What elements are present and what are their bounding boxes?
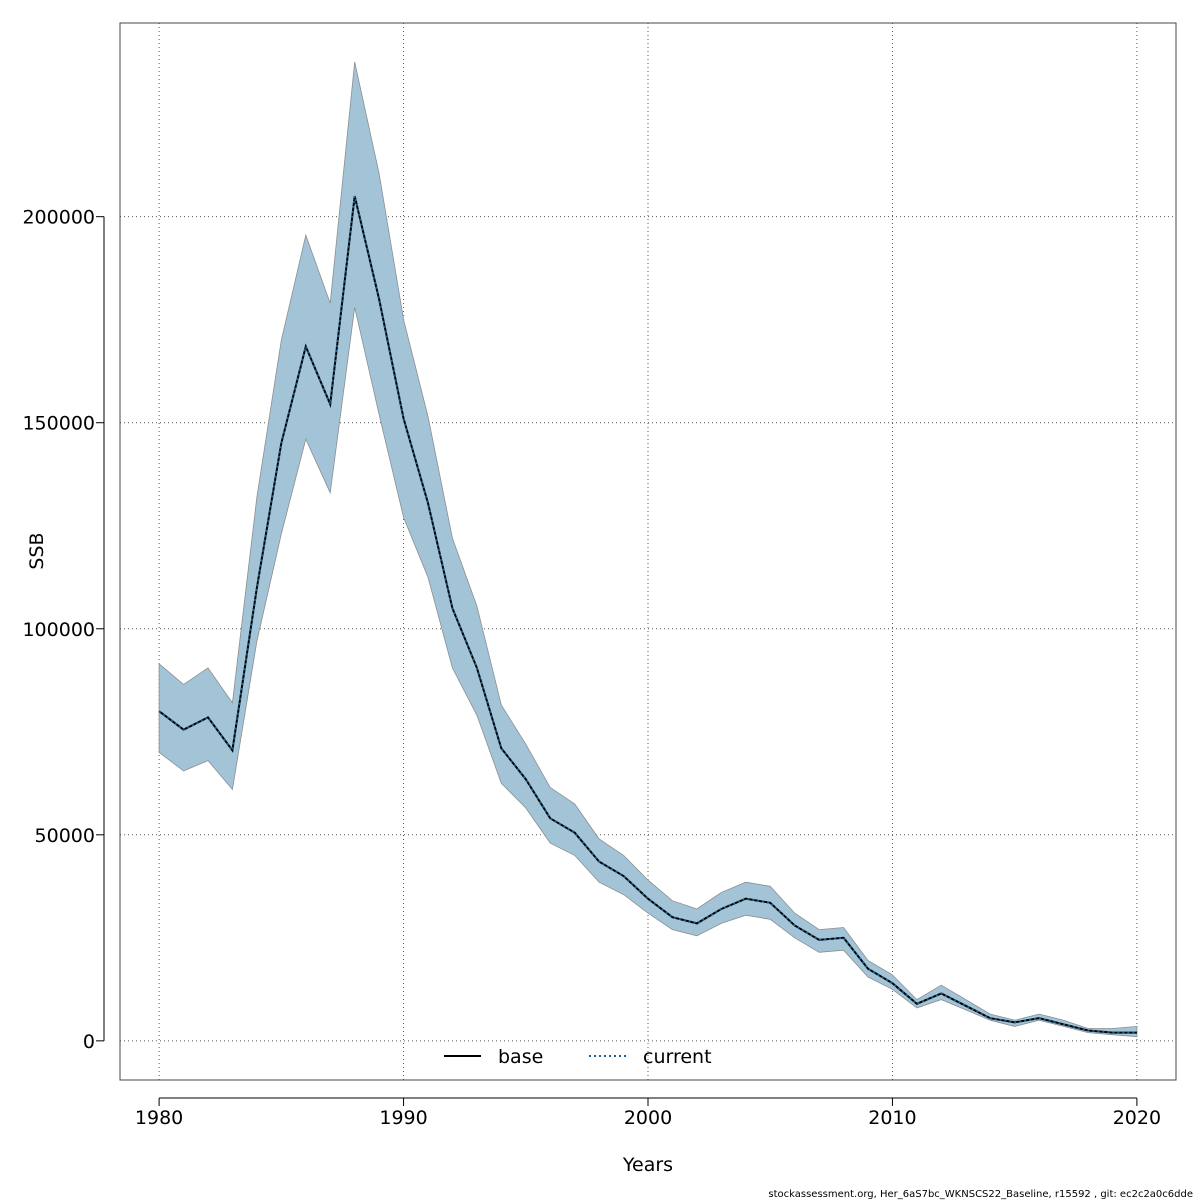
y-tick-label: 50000 xyxy=(35,825,95,847)
x-tick-label: 2010 xyxy=(868,1107,916,1129)
confidence-band-group xyxy=(158,62,1138,1038)
y-tick-label: 200000 xyxy=(22,207,95,229)
y-axis-title: SSB xyxy=(26,532,48,569)
x-tick-label: 2020 xyxy=(1113,1107,1161,1129)
axes: 1980 1990 2000 2010 2020 0 50000 100000 150000 20… xyxy=(22,207,1161,1129)
y-tick-label: 150000 xyxy=(22,413,95,435)
x-tick-label: 1980 xyxy=(135,1107,183,1129)
grid-lines xyxy=(120,23,1176,1080)
x-axis-title: Years xyxy=(622,1154,673,1176)
series-line-current xyxy=(158,195,1137,1034)
legend-label-current: current xyxy=(643,1046,712,1068)
x-tick-label: 2000 xyxy=(624,1107,672,1129)
series-lines-group xyxy=(158,195,1137,1034)
confidence-band xyxy=(158,62,1138,1038)
legend: base current xyxy=(444,1046,712,1068)
legend-label-base: base xyxy=(498,1046,543,1068)
footer-credit: stockassessment.org, Her_6aS7bc_WKNSCS22… xyxy=(768,1189,1193,1200)
plot-frame xyxy=(119,22,1177,1081)
x-tick-label: 1990 xyxy=(379,1107,427,1129)
y-tick-label: 0 xyxy=(83,1031,95,1053)
y-tick-label: 100000 xyxy=(22,619,95,641)
